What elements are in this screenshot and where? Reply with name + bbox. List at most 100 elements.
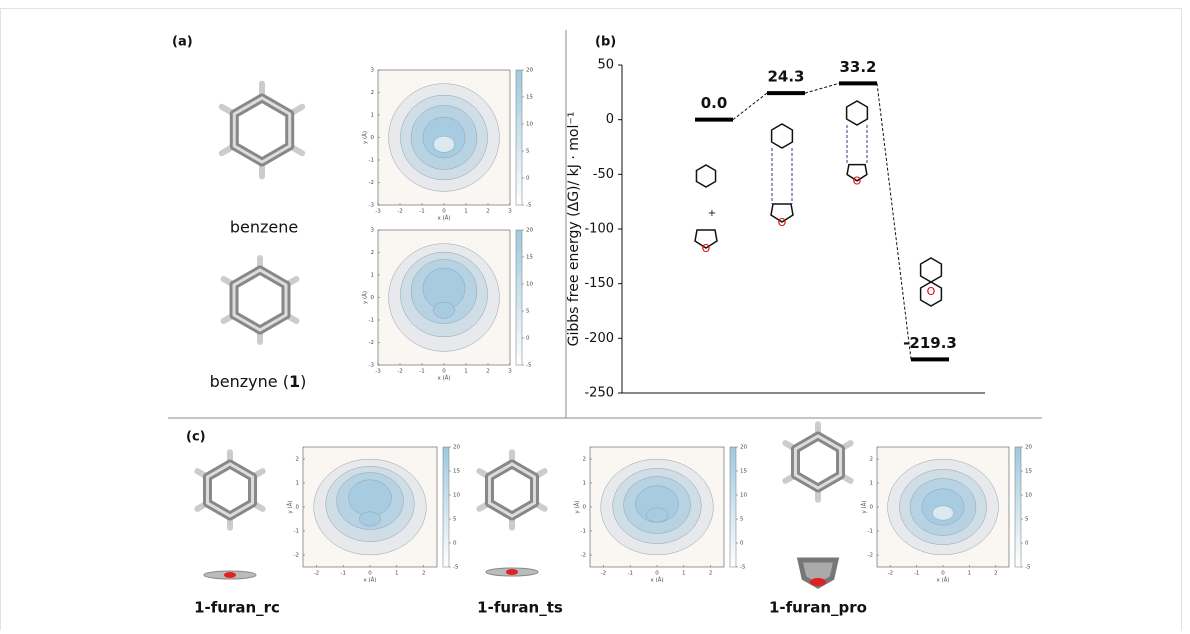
y-tick-label: -200 xyxy=(584,331,614,346)
ring xyxy=(847,101,868,125)
x-tick-label: -1 xyxy=(627,571,632,577)
y-tick-label: -150 xyxy=(584,276,614,291)
oxygen-label: O xyxy=(702,242,711,255)
name-number: 1 xyxy=(289,372,300,391)
colorbar-label: 5 xyxy=(1025,517,1029,523)
value-label: 0.0 xyxy=(701,94,728,112)
oxygen-atom xyxy=(810,578,826,586)
x-tick-label: 2 xyxy=(994,571,998,577)
panel-label: (c) xyxy=(186,430,206,445)
ring-highlight xyxy=(489,464,534,516)
molecule-name: benzene xyxy=(230,218,298,237)
y-tick-label: -1 xyxy=(369,318,374,324)
colorbar-label: -5 xyxy=(526,363,532,369)
contour-fill xyxy=(303,447,437,567)
colorbar-label: 15 xyxy=(526,255,533,261)
y-tick-label: 1 xyxy=(870,481,874,487)
value-label: 24.3 xyxy=(767,68,804,86)
colorbar-label: 5 xyxy=(526,309,530,315)
name-close: ) xyxy=(300,372,306,391)
contour-fill xyxy=(877,447,1009,567)
y-axis-label: y (Å) xyxy=(362,131,369,144)
figure: (a) (b) (c) benzene benzyne (1) 1-furan_… xyxy=(0,0,1190,630)
plus-sign: + xyxy=(708,208,716,219)
y-tick-label: -1 xyxy=(581,529,586,535)
y-tick-label: -50 xyxy=(593,167,614,182)
x-tick-label: 2 xyxy=(709,571,713,577)
colorbar-label: 20 xyxy=(740,445,747,451)
complex-name: 1-furan_ts xyxy=(477,599,563,617)
colorbar-label: -5 xyxy=(740,565,746,571)
y-axis-label: y (Å) xyxy=(574,500,581,513)
connector xyxy=(805,83,839,93)
colorbar-label: 15 xyxy=(453,469,460,475)
y-tick-label: 0 xyxy=(296,505,300,511)
contour-level xyxy=(359,512,380,526)
y-tick-label: -3 xyxy=(369,363,375,369)
value-label: 33.2 xyxy=(839,58,876,76)
x-tick-label: -2 xyxy=(601,571,606,577)
x-tick-label: -1 xyxy=(419,369,424,375)
colorbar-label: 10 xyxy=(526,122,533,128)
colorbar-label: 5 xyxy=(526,149,530,155)
contour-level xyxy=(433,302,454,318)
y-tick-label: 1 xyxy=(296,481,300,487)
x-tick-label: -3 xyxy=(375,369,381,375)
contour-fill xyxy=(378,230,510,365)
colorbar-label: 20 xyxy=(1025,445,1032,451)
connector xyxy=(877,83,911,359)
y-tick-label: 3 xyxy=(371,228,375,234)
y-axis-label: y (Å) xyxy=(861,500,868,513)
y-tick-label: 1 xyxy=(371,273,375,279)
colorbar-label: 0 xyxy=(526,336,530,342)
y-tick-label: 0 xyxy=(371,295,375,301)
colorbar-label: 15 xyxy=(1025,469,1032,475)
colorbar-label: -5 xyxy=(1025,565,1031,571)
colorbar-label: 20 xyxy=(526,228,533,234)
y-tick-label: 0 xyxy=(870,505,874,511)
x-tick-label: 0 xyxy=(655,571,659,577)
x-axis-label: x (Å) xyxy=(936,577,949,584)
y-tick-label: 2 xyxy=(583,457,587,463)
x-tick-label: -2 xyxy=(397,369,402,375)
name-text: benzyne ( xyxy=(210,372,289,391)
y-axis-label: Gibbs free energy (ΔG)/ kJ · mol⁻¹ xyxy=(566,112,582,347)
colorbar-label: 20 xyxy=(453,445,460,451)
x-tick-label: 3 xyxy=(508,209,512,215)
x-tick-label: -3 xyxy=(375,209,381,215)
colorbar-label: 0 xyxy=(1025,541,1029,547)
x-tick-label: 0 xyxy=(442,209,446,215)
ring xyxy=(921,258,942,282)
x-tick-label: 1 xyxy=(464,209,468,215)
contour-level xyxy=(932,506,953,520)
connector xyxy=(733,93,767,120)
panel-label: (b) xyxy=(595,35,616,50)
colorbar xyxy=(730,447,736,567)
y-tick-label: 0 xyxy=(583,505,587,511)
contour-fill xyxy=(378,70,510,205)
y-tick-label: 0 xyxy=(606,112,614,127)
x-tick-label: 0 xyxy=(941,571,945,577)
y-tick-label: -2 xyxy=(294,553,299,559)
oxygen-atom xyxy=(224,572,236,578)
x-tick-label: 3 xyxy=(508,369,512,375)
y-tick-label: 2 xyxy=(371,250,375,256)
colorbar-label: 10 xyxy=(526,282,533,288)
x-tick-label: 2 xyxy=(422,571,426,577)
colorbar-label: 5 xyxy=(453,517,457,523)
ring xyxy=(696,165,715,187)
x-tick-label: 0 xyxy=(368,571,372,577)
x-tick-label: 1 xyxy=(395,571,399,577)
oxygen-label: O xyxy=(853,175,862,188)
contour-level xyxy=(433,136,454,152)
y-tick-label: 1 xyxy=(371,113,375,119)
oxygen-label: O xyxy=(778,216,787,229)
colorbar xyxy=(1015,447,1021,567)
oxygen-label: O xyxy=(927,285,936,298)
x-tick-label: -1 xyxy=(340,571,345,577)
y-tick-label: -2 xyxy=(868,553,873,559)
x-tick-label: -1 xyxy=(914,571,919,577)
colorbar-label: 15 xyxy=(526,95,533,101)
y-tick-label: 1 xyxy=(583,481,587,487)
y-tick-label: -2 xyxy=(581,553,586,559)
